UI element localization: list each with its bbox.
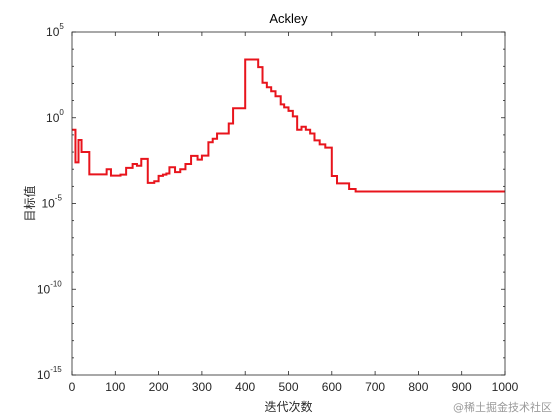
x-tick-label: 500 — [278, 380, 298, 394]
x-tick-labels: 0 100 200 300 400 500 600 700 800 900 1000 — [69, 380, 519, 394]
x-tick-label: 600 — [322, 380, 342, 394]
y-tick-label-exponent: 5 — [59, 22, 64, 31]
y-tick-label-base: 10 — [46, 111, 60, 125]
x-tick-label: 800 — [408, 380, 428, 394]
y-tick-label-exponent: 0 — [59, 108, 64, 117]
x-tick-label: 300 — [192, 380, 212, 394]
y-tick-label: 10 5 — [46, 22, 64, 39]
y-tick-label: 10 -10 — [37, 279, 62, 296]
x-tick-label: 400 — [235, 380, 255, 394]
x-axis-label: 迭代次数 — [264, 399, 312, 414]
plot-area — [72, 32, 505, 375]
y-tick-label-base: 10 — [41, 197, 55, 211]
ticks-layer — [71, 31, 506, 376]
y-tick-label: 10 0 — [46, 108, 64, 125]
x-tick-label: 200 — [149, 380, 169, 394]
y-tick-label: 10 -5 — [41, 194, 62, 211]
y-axis-label: 目标值 — [22, 185, 37, 221]
y-tick-label-base: 10 — [37, 282, 51, 296]
chart-title: Ackley — [269, 11, 308, 26]
y-tick-label-base: 10 — [37, 368, 51, 382]
x-tick-label: 1000 — [492, 380, 519, 394]
y-tick-label-exponent: -15 — [50, 365, 62, 374]
y-tick-label-base: 10 — [46, 25, 60, 39]
x-tick-label: 0 — [69, 380, 76, 394]
watermark-text: @稀土掘金技术社区 — [453, 400, 552, 414]
x-tick-label: 900 — [452, 380, 472, 394]
y-tick-label: 10 -15 — [37, 365, 62, 382]
x-tick-label: 100 — [105, 380, 125, 394]
y-tick-label-exponent: -10 — [50, 279, 62, 288]
y-tick-label-exponent: -5 — [55, 194, 63, 203]
series-layer — [72, 58, 505, 193]
series-line — [72, 58, 505, 193]
x-tick-label: 700 — [365, 380, 385, 394]
